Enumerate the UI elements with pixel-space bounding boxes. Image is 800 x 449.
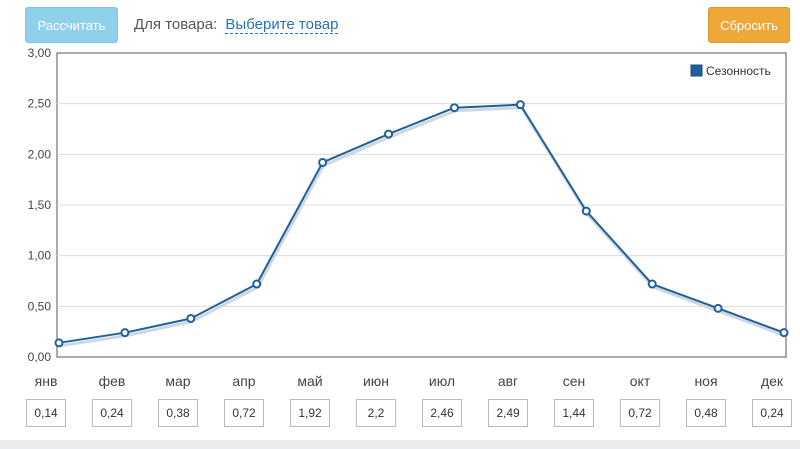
data-point (384, 129, 394, 139)
month-label: ноя (694, 373, 718, 389)
data-point (186, 313, 196, 323)
month-value-input[interactable]: 0,48 (686, 399, 726, 427)
data-point (581, 206, 591, 216)
legend-swatch (690, 64, 703, 77)
month-value-input[interactable]: 0,72 (224, 399, 264, 427)
y-tick-label: 1,00 (28, 249, 52, 263)
seasonality-panel: Рассчитать Для товара: Выберите товар Сб… (0, 0, 800, 440)
select-product-link[interactable]: Выберите товар (225, 16, 339, 34)
seasonality-chart: 0,00 0,50 1,00 1,50 2,00 2,50 3,00 Сезонность (28, 46, 789, 364)
data-point (449, 103, 459, 113)
y-tick-label: 2,00 (28, 147, 52, 161)
month-value-input[interactable]: 0,24 (92, 399, 132, 427)
y-tick-label: 0,50 (28, 299, 52, 313)
month-value-input[interactable]: 1,44 (554, 399, 594, 427)
y-tick-label: 1,50 (28, 198, 52, 212)
bottom-strip (0, 440, 800, 449)
y-tick-label: 0,00 (28, 350, 52, 364)
y-tick-label: 3,00 (28, 46, 52, 60)
month-label: май (297, 373, 323, 389)
legend-label: Сезонность (706, 64, 771, 78)
month-value-input[interactable]: 2,49 (488, 399, 528, 427)
series-shadow (59, 106, 786, 348)
product-label: Для товара: (134, 16, 218, 33)
month-label: июн (362, 373, 390, 389)
month-label: июл (428, 373, 456, 389)
data-point (515, 100, 525, 110)
month-label: янв (34, 373, 58, 389)
month-label: фев (98, 373, 126, 389)
data-point (779, 328, 789, 338)
month-label: дек (760, 373, 784, 389)
series-line (58, 103, 785, 344)
month-value-input[interactable]: 1,92 (290, 399, 330, 427)
month-value-input[interactable]: 0,14 (26, 399, 66, 427)
data-point (713, 303, 723, 313)
reset-button[interactable]: Сбросить (708, 7, 790, 43)
data-point (318, 157, 328, 167)
data-point (120, 328, 130, 338)
chart-legend: Сезонность (690, 64, 771, 78)
month-value-input[interactable]: 0,24 (752, 399, 792, 427)
product-selector: Для товара: Выберите товар (134, 16, 339, 34)
month-label: авг (497, 373, 519, 389)
month-value-input[interactable]: 2,2 (356, 399, 396, 427)
data-point (647, 279, 657, 289)
month-value-input[interactable]: 0,38 (158, 399, 198, 427)
calculate-button[interactable]: Рассчитать (25, 7, 118, 43)
month-label: сен (562, 373, 586, 389)
month-label: апр (232, 373, 256, 389)
month-value-input[interactable]: 2,46 (422, 399, 462, 427)
y-tick-label: 2,50 (28, 97, 52, 111)
data-point (252, 279, 262, 289)
month-label: мар (165, 373, 191, 389)
data-point (54, 338, 64, 348)
month-label: окт (629, 373, 651, 389)
month-value-input[interactable]: 0,72 (620, 399, 660, 427)
